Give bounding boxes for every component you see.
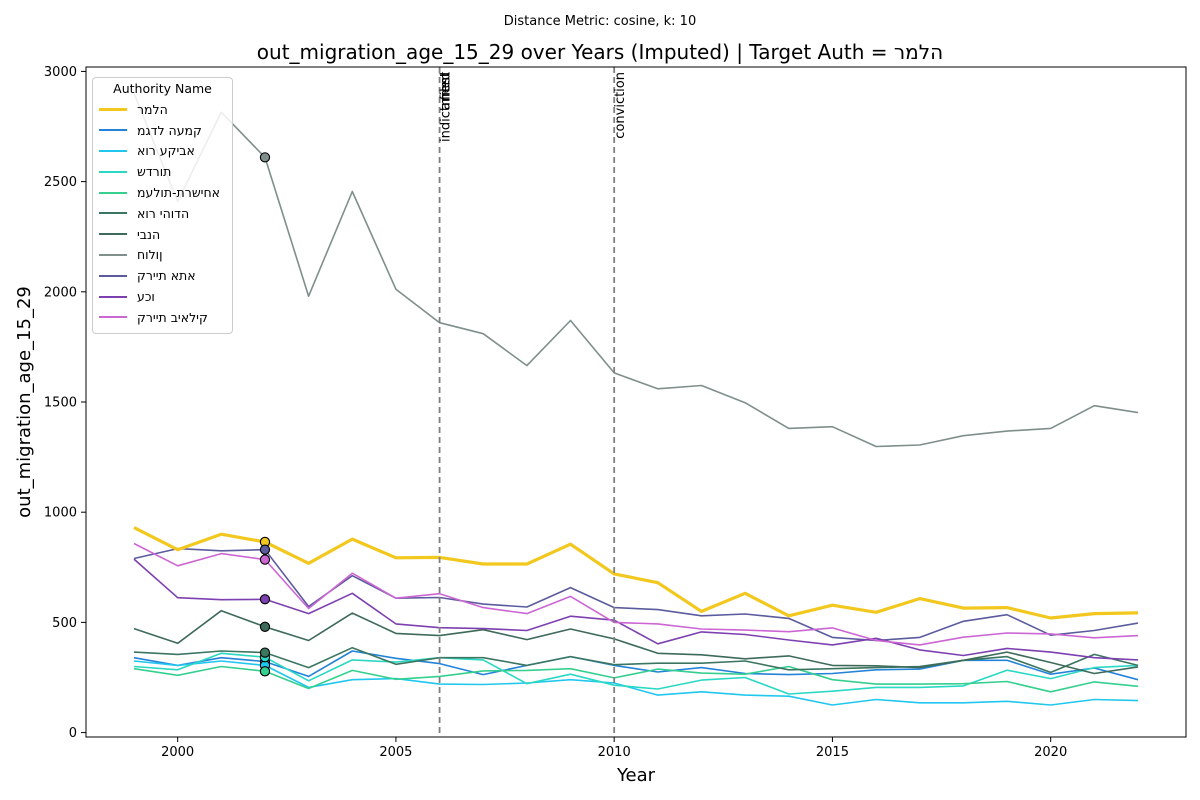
series-lines [134,93,1138,705]
legend-item-10: קילאיב תיירק [99,307,226,328]
x-axis-label: Year [616,765,656,786]
legend-swatch-3 [99,171,127,173]
chart-legend: Authority Name הלמר קמעה לדגמ אביקע רוא תור… [92,77,233,334]
legend-swatch-7 [99,254,127,256]
y-tick-label-6: 3000 [44,65,77,80]
marker-point-6 [260,622,269,631]
legend-label-1: קמעה לדגמ [137,123,202,138]
legend-swatch-4 [99,192,127,194]
legend-label-0: הלמר [137,102,168,117]
series-line-7 [134,93,1138,446]
legend-items: הלמר קמעה לדגמ אביקע רוא תורדש אחישרת-תולעמ ה… [99,99,226,328]
legend-label-10: קילאיב תיירק [137,310,208,325]
legend-swatch-5 [99,212,127,214]
y-axis-ticks: 0 500 1000 1500 2000 2500 3000 [44,65,86,741]
legend-swatch-8 [99,275,127,277]
x-tick-label-1: 2005 [379,745,412,760]
legend-swatch-2 [99,150,127,152]
x-tick-label-0: 2000 [161,745,194,760]
legend-item-9: וכע [99,286,226,307]
legend-item-3: תורדש [99,161,226,182]
y-tick-label-0: 0 [69,726,77,741]
series-line-0 [134,528,1138,618]
legend-item-4: אחישרת-תולעמ [99,182,226,203]
legend-label-3: תורדש [137,164,171,179]
legend-swatch-9 [99,296,127,298]
x-tick-label-2: 2010 [598,745,631,760]
series-line-10 [134,544,1138,645]
legend-label-5: הדוהי רוא [137,206,189,221]
x-axis-ticks: 2000 2005 2010 2015 2020 [161,737,1067,760]
legend-title: Authority Name [99,81,226,96]
y-axis-label: out_migration_age_15_29 [14,286,35,518]
marker-point-10 [260,555,269,564]
y-tick-label-4: 2000 [44,285,77,300]
legend-swatch-6 [99,233,127,235]
event-label-0-2: arrest [439,72,454,110]
legend-label-8: אתא תיירק [137,268,196,283]
legend-label-7: ןולוח [137,247,163,262]
marker-point-8 [260,545,269,554]
legend-item-2: אביקע רוא [99,141,226,162]
legend-item-6: הנבי [99,224,226,245]
legend-swatch-0 [99,108,127,111]
marker-point-7 [260,153,269,162]
marker-point-9 [260,595,269,604]
y-tick-label-2: 1000 [44,506,77,521]
legend-label-4: אחישרת-תולעמ [137,185,220,200]
x-tick-label-3: 2015 [816,745,849,760]
legend-swatch-10 [99,316,127,318]
series-line-8 [134,549,1138,641]
axes-frame [86,67,1186,737]
series-line-4 [134,667,1138,692]
legend-swatch-1 [99,129,127,131]
year-markers [260,153,269,676]
x-tick-label-4: 2020 [1034,745,1067,760]
legend-item-0: הלמר [99,99,226,120]
y-tick-label-3: 1500 [44,396,77,411]
legend-item-5: הדוהי רוא [99,203,226,224]
marker-point-5 [260,648,269,657]
legend-label-2: אביקע רוא [137,143,195,158]
legend-item-1: קמעה לדגמ [99,120,226,141]
legend-label-9: וכע [137,289,155,304]
legend-item-7: ןולוח [99,245,226,266]
legend-label-6: הנבי [137,227,160,242]
y-tick-label-5: 2500 [44,175,77,190]
marker-point-4 [260,667,269,676]
event-label-1-0: conviction [613,72,628,139]
legend-item-8: אתא תיירק [99,265,226,286]
y-tick-label-1: 500 [52,616,77,631]
